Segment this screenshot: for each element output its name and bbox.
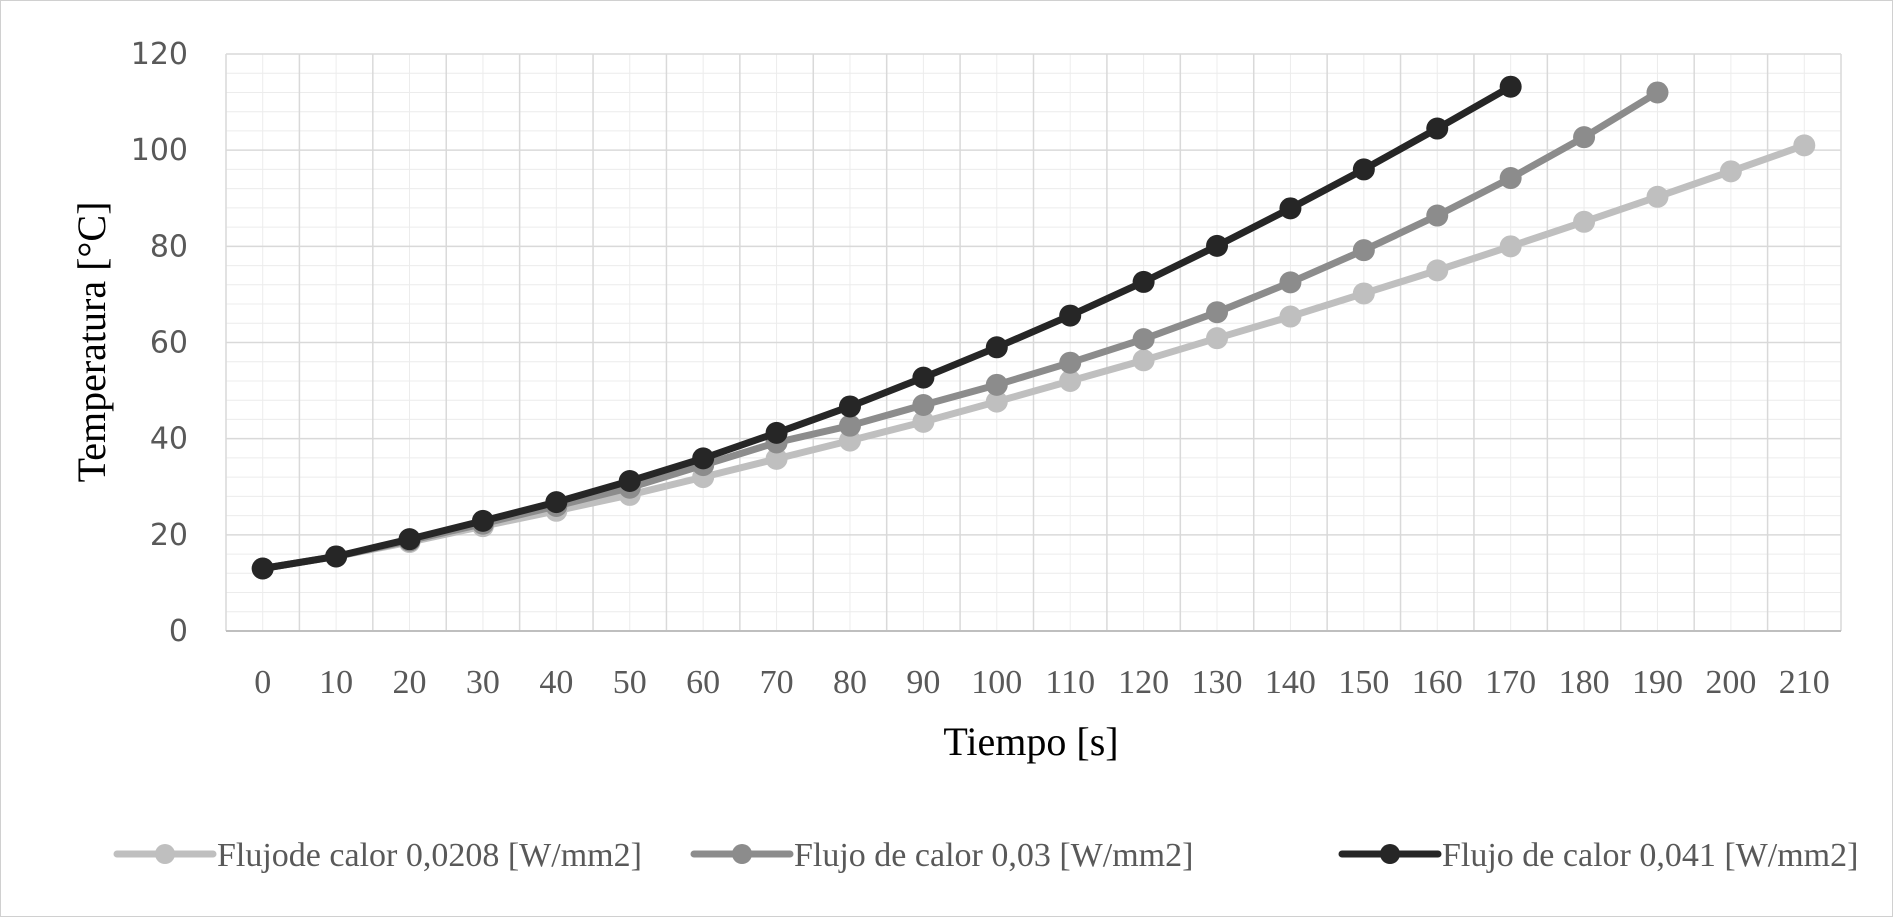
y-tick-label: 120: [131, 37, 188, 72]
x-tick-label: 10: [319, 664, 353, 701]
data-point: [985, 373, 1008, 396]
y-tick-label: 80: [150, 229, 188, 264]
legend-label: Flujo de calor 0,03 [W/mm2]: [794, 837, 1193, 874]
y-tick-label: 40: [150, 422, 188, 457]
x-tick-label: 40: [539, 664, 573, 701]
data-point: [1426, 204, 1449, 227]
data-point: [1132, 270, 1155, 293]
data-point: [1206, 327, 1229, 350]
data-point: [1573, 210, 1596, 233]
data-point: [1646, 81, 1669, 104]
x-tick-label: 60: [686, 664, 720, 701]
data-point: [1059, 304, 1082, 327]
data-point: [765, 447, 788, 470]
data-point: [1352, 158, 1375, 181]
grid-lines: [225, 53, 1842, 632]
series-3: [251, 75, 1522, 580]
x-tick-label: 30: [466, 664, 500, 701]
data-point: [1646, 185, 1669, 208]
x-tick-label: 50: [613, 664, 647, 701]
data-point: [1279, 197, 1302, 220]
x-tick-label: 160: [1412, 664, 1463, 701]
data-point: [251, 557, 274, 580]
data-point: [1499, 75, 1522, 98]
y-tick-label: 20: [150, 518, 188, 553]
x-tick-label: 90: [906, 664, 940, 701]
data-point: [1279, 271, 1302, 294]
x-tick-label: 110: [1045, 664, 1095, 701]
data-point: [1206, 234, 1229, 257]
x-tick-label: 70: [760, 664, 794, 701]
x-tick-label: 210: [1779, 664, 1830, 701]
series-line: [259, 83, 1515, 572]
data-point: [1499, 235, 1522, 258]
data-point: [692, 447, 715, 470]
data-point: [912, 410, 935, 433]
x-tick-label: 20: [393, 664, 427, 701]
y-axis-ticks: 0 20 40 60 80 100 120: [131, 37, 188, 649]
data-point: [1719, 160, 1742, 183]
data-point: [618, 469, 641, 492]
legend-item: Flujo de calor 0,03 [W/mm2]: [690, 837, 1193, 874]
data-point: [985, 390, 1008, 413]
x-tick-label: 150: [1338, 664, 1389, 701]
data-point: [1352, 282, 1375, 305]
legend-label: Flujo de calor 0,041 [W/mm2]: [1442, 837, 1858, 874]
legend-swatch-marker: [732, 844, 752, 864]
x-tick-label: 0: [254, 664, 271, 701]
x-tick-label: 130: [1192, 664, 1243, 701]
data-point: [1059, 369, 1082, 392]
x-tick-label: 140: [1265, 664, 1316, 701]
data-point: [838, 414, 861, 437]
data-point: [1573, 126, 1596, 149]
legend-swatch-marker: [155, 844, 175, 864]
data-point: [471, 509, 494, 532]
y-tick-label: 60: [150, 326, 188, 361]
data-point: [1132, 328, 1155, 351]
legend-label: Flujode calor 0,0208 [W/mm2]: [217, 837, 642, 874]
data-point: [398, 528, 421, 551]
data-point: [1793, 134, 1816, 157]
data-point: [325, 545, 348, 568]
data-point: [985, 336, 1008, 359]
data-point: [1132, 349, 1155, 372]
y-tick-label: 0: [169, 614, 188, 649]
x-tick-label: 100: [971, 664, 1022, 701]
x-tick-label: 200: [1705, 664, 1756, 701]
legend-item: Flujo de calor 0,041 [W/mm2]: [1338, 837, 1858, 874]
data-point: [1059, 351, 1082, 374]
y-axis-title: Temperatura [°C]: [69, 202, 114, 483]
y-tick-label: 100: [131, 133, 188, 168]
data-point: [1279, 305, 1302, 328]
data-point: [912, 366, 935, 389]
data-point: [765, 421, 788, 444]
data-point: [838, 395, 861, 418]
x-tick-label: 80: [833, 664, 867, 701]
legend-swatch-marker: [1380, 844, 1400, 864]
x-tick-label: 180: [1559, 664, 1610, 701]
data-point: [545, 491, 568, 514]
series-line: [259, 141, 1808, 572]
data-point: [912, 394, 935, 417]
data-point: [1352, 239, 1375, 262]
data-point: [1499, 167, 1522, 190]
legend-item: Flujode calor 0,0208 [W/mm2]: [113, 837, 642, 874]
x-tick-label: 190: [1632, 664, 1683, 701]
data-point: [1206, 301, 1229, 324]
data-point: [1426, 259, 1449, 282]
data-point: [1426, 117, 1449, 140]
x-tick-label: 120: [1118, 664, 1169, 701]
series-layer: [251, 75, 1816, 580]
x-axis-ticks: 0 10 20 30 40 50 60 70 80 90 100 110 120 130 140 150 160…: [254, 664, 1830, 701]
x-axis-title: Tiempo [s]: [943, 719, 1118, 764]
legend: Flujode calor 0,0208 [W/mm2] Flujo de cal…: [113, 837, 1858, 874]
x-tick-label: 170: [1485, 664, 1536, 701]
